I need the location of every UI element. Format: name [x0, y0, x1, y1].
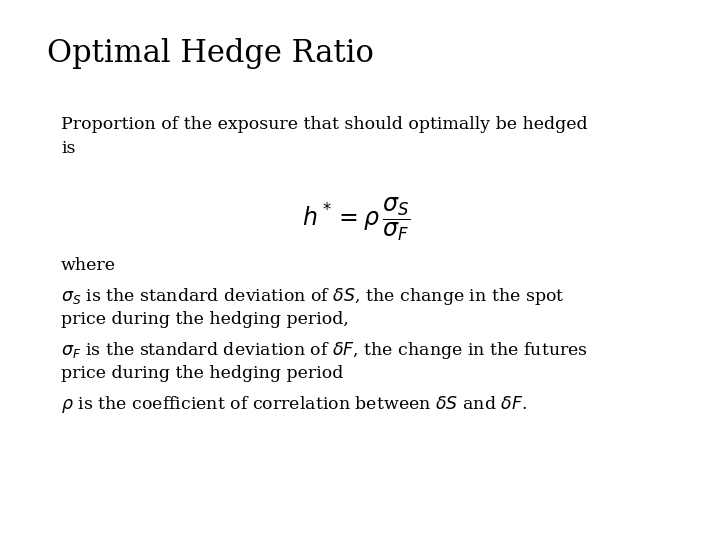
Text: Proportion of the exposure that should optimally be hedged: Proportion of the exposure that should o…	[61, 116, 588, 133]
Text: $\rho$ is the coefficient of correlation between $\delta S$ and $\delta F$.: $\rho$ is the coefficient of correlation…	[61, 394, 528, 415]
Text: $\sigma_S$ is the standard deviation of $\delta S$, the change in the spot: $\sigma_S$ is the standard deviation of …	[61, 286, 564, 307]
Text: Optimal Hedge Ratio: Optimal Hedge Ratio	[47, 38, 374, 69]
Text: price during the hedging period,: price during the hedging period,	[61, 310, 349, 327]
Text: $h^* = \rho\,\dfrac{\sigma_S}{\sigma_F}$: $h^* = \rho\,\dfrac{\sigma_S}{\sigma_F}$	[302, 195, 410, 242]
Text: where: where	[61, 256, 116, 273]
Text: price during the hedging period: price during the hedging period	[61, 364, 343, 381]
Text: $\sigma_F$ is the standard deviation of $\delta F$, the change in the futures: $\sigma_F$ is the standard deviation of …	[61, 340, 588, 361]
Text: is: is	[61, 140, 76, 157]
